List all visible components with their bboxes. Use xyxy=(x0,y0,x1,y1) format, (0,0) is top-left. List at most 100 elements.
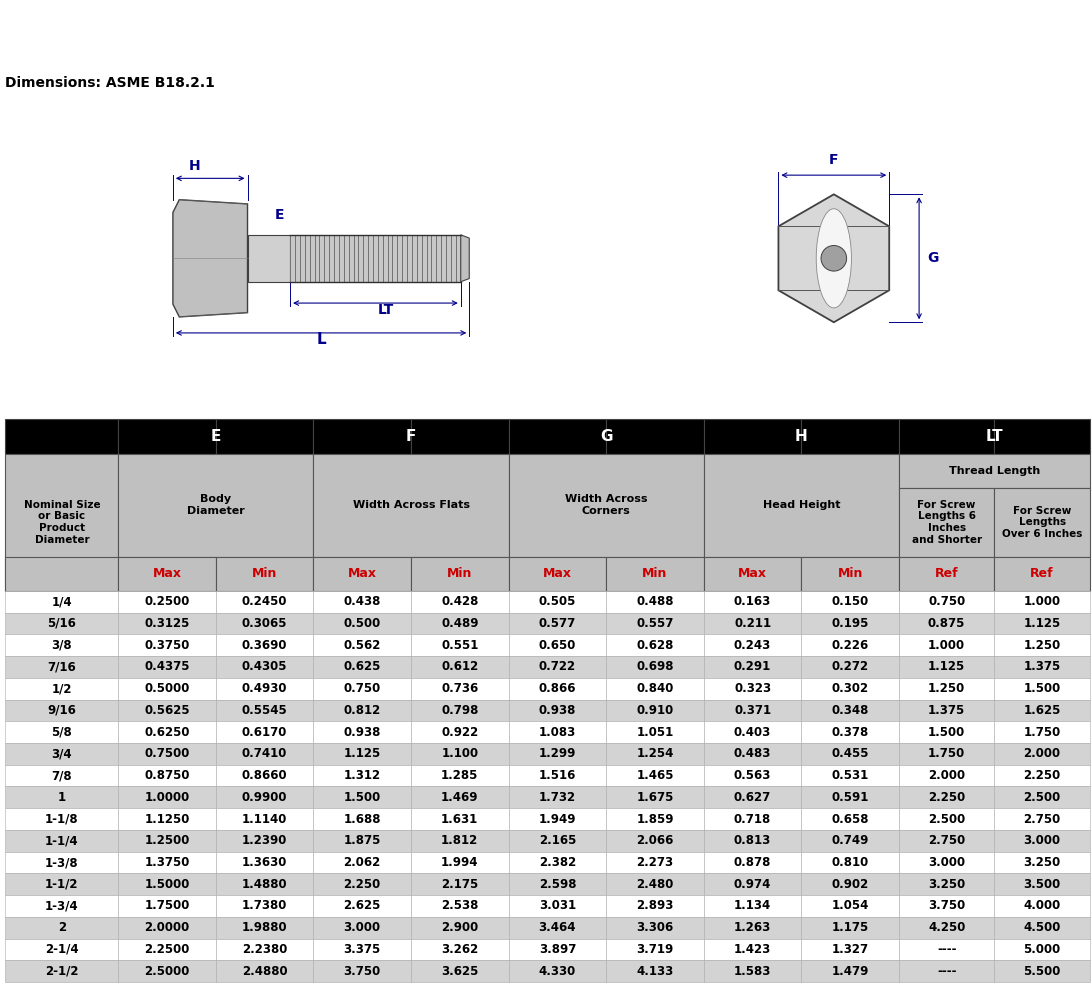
Bar xyxy=(411,613,509,635)
Bar xyxy=(606,613,703,635)
Text: 1-1/8: 1-1/8 xyxy=(45,813,79,826)
Text: 2-1/2: 2-1/2 xyxy=(45,964,79,978)
Bar xyxy=(703,721,802,743)
Bar xyxy=(802,917,899,939)
Text: 0.323: 0.323 xyxy=(734,682,771,695)
Text: 0.488: 0.488 xyxy=(637,595,674,608)
Text: 1.750: 1.750 xyxy=(928,747,965,761)
Bar xyxy=(899,743,995,765)
Bar xyxy=(703,743,802,765)
Text: 1-3/8: 1-3/8 xyxy=(45,856,79,869)
Bar xyxy=(509,895,606,917)
Bar xyxy=(411,419,509,454)
Text: 1.516: 1.516 xyxy=(538,769,577,782)
Bar xyxy=(606,743,703,765)
Text: 0.9900: 0.9900 xyxy=(241,791,287,804)
Bar xyxy=(606,808,703,830)
Text: Head Height: Head Height xyxy=(762,500,840,510)
Text: 1-3/4: 1-3/4 xyxy=(45,899,79,912)
Bar xyxy=(216,419,313,454)
Text: 0.591: 0.591 xyxy=(831,791,869,804)
Bar xyxy=(5,557,118,590)
Bar xyxy=(313,700,411,721)
Bar xyxy=(411,786,509,808)
Bar xyxy=(313,830,411,851)
Bar xyxy=(5,454,118,590)
Bar xyxy=(802,678,899,700)
Bar xyxy=(509,786,606,808)
Bar xyxy=(802,635,899,656)
Bar xyxy=(118,635,216,656)
Text: 0.628: 0.628 xyxy=(637,639,674,651)
Text: F: F xyxy=(406,429,416,444)
Bar xyxy=(509,590,606,613)
Bar xyxy=(5,874,118,895)
Text: 0.291: 0.291 xyxy=(734,660,771,673)
Bar xyxy=(118,721,216,743)
Bar xyxy=(606,939,703,960)
Bar xyxy=(118,960,216,982)
Bar xyxy=(995,765,1090,786)
Text: 0.736: 0.736 xyxy=(441,682,478,695)
Bar xyxy=(118,808,216,830)
Text: 1.375: 1.375 xyxy=(1023,660,1060,673)
Bar xyxy=(995,656,1090,678)
Bar xyxy=(802,960,899,982)
Text: 1.583: 1.583 xyxy=(734,964,771,978)
Bar xyxy=(899,613,995,635)
Bar xyxy=(606,721,703,743)
Text: 0.2450: 0.2450 xyxy=(241,595,287,608)
Text: Min: Min xyxy=(642,567,667,581)
Polygon shape xyxy=(173,200,248,317)
Bar xyxy=(5,830,118,851)
Bar xyxy=(802,765,899,786)
Text: 0.531: 0.531 xyxy=(831,769,869,782)
Bar xyxy=(899,851,995,874)
Bar xyxy=(995,557,1090,590)
Bar xyxy=(995,895,1090,917)
Text: 1.469: 1.469 xyxy=(441,791,478,804)
Bar xyxy=(606,830,703,851)
Bar xyxy=(995,743,1090,765)
Bar xyxy=(313,917,411,939)
Bar xyxy=(606,786,703,808)
Text: Width Across
Corners: Width Across Corners xyxy=(565,494,648,516)
Bar xyxy=(411,721,509,743)
Text: 2.250: 2.250 xyxy=(928,791,965,804)
Text: 0.698: 0.698 xyxy=(637,660,674,673)
Bar xyxy=(411,830,509,851)
Bar xyxy=(802,743,899,765)
Bar xyxy=(802,808,899,830)
Text: 1.625: 1.625 xyxy=(1023,704,1060,717)
Bar xyxy=(899,939,995,960)
Text: 1.859: 1.859 xyxy=(637,813,674,826)
Bar xyxy=(802,939,899,960)
Text: 1.000: 1.000 xyxy=(928,639,965,651)
Bar xyxy=(118,765,216,786)
Bar xyxy=(5,656,118,678)
Text: 1.125: 1.125 xyxy=(344,747,381,761)
Text: 0.272: 0.272 xyxy=(832,660,869,673)
Text: 2.2500: 2.2500 xyxy=(144,943,190,955)
Bar xyxy=(411,917,509,939)
Text: 1-1/4: 1-1/4 xyxy=(45,834,79,847)
Text: 2.900: 2.900 xyxy=(441,921,478,934)
Text: 2.4880: 2.4880 xyxy=(241,964,287,978)
Bar xyxy=(509,454,703,557)
Bar xyxy=(703,419,802,454)
Text: 0.378: 0.378 xyxy=(831,725,869,739)
Bar xyxy=(899,765,995,786)
Bar xyxy=(411,960,509,982)
Bar xyxy=(118,939,216,960)
Text: 5/16: 5/16 xyxy=(47,617,76,630)
Text: 1.500: 1.500 xyxy=(928,725,965,739)
Text: 3.250: 3.250 xyxy=(1023,856,1060,869)
Bar xyxy=(703,808,802,830)
Text: 3.625: 3.625 xyxy=(441,964,478,978)
Bar xyxy=(216,874,313,895)
Text: 0.3750: 0.3750 xyxy=(144,639,190,651)
Text: 7/16: 7/16 xyxy=(47,660,76,673)
Bar xyxy=(899,488,995,557)
Text: 3.897: 3.897 xyxy=(538,943,577,955)
Text: 0.612: 0.612 xyxy=(441,660,478,673)
